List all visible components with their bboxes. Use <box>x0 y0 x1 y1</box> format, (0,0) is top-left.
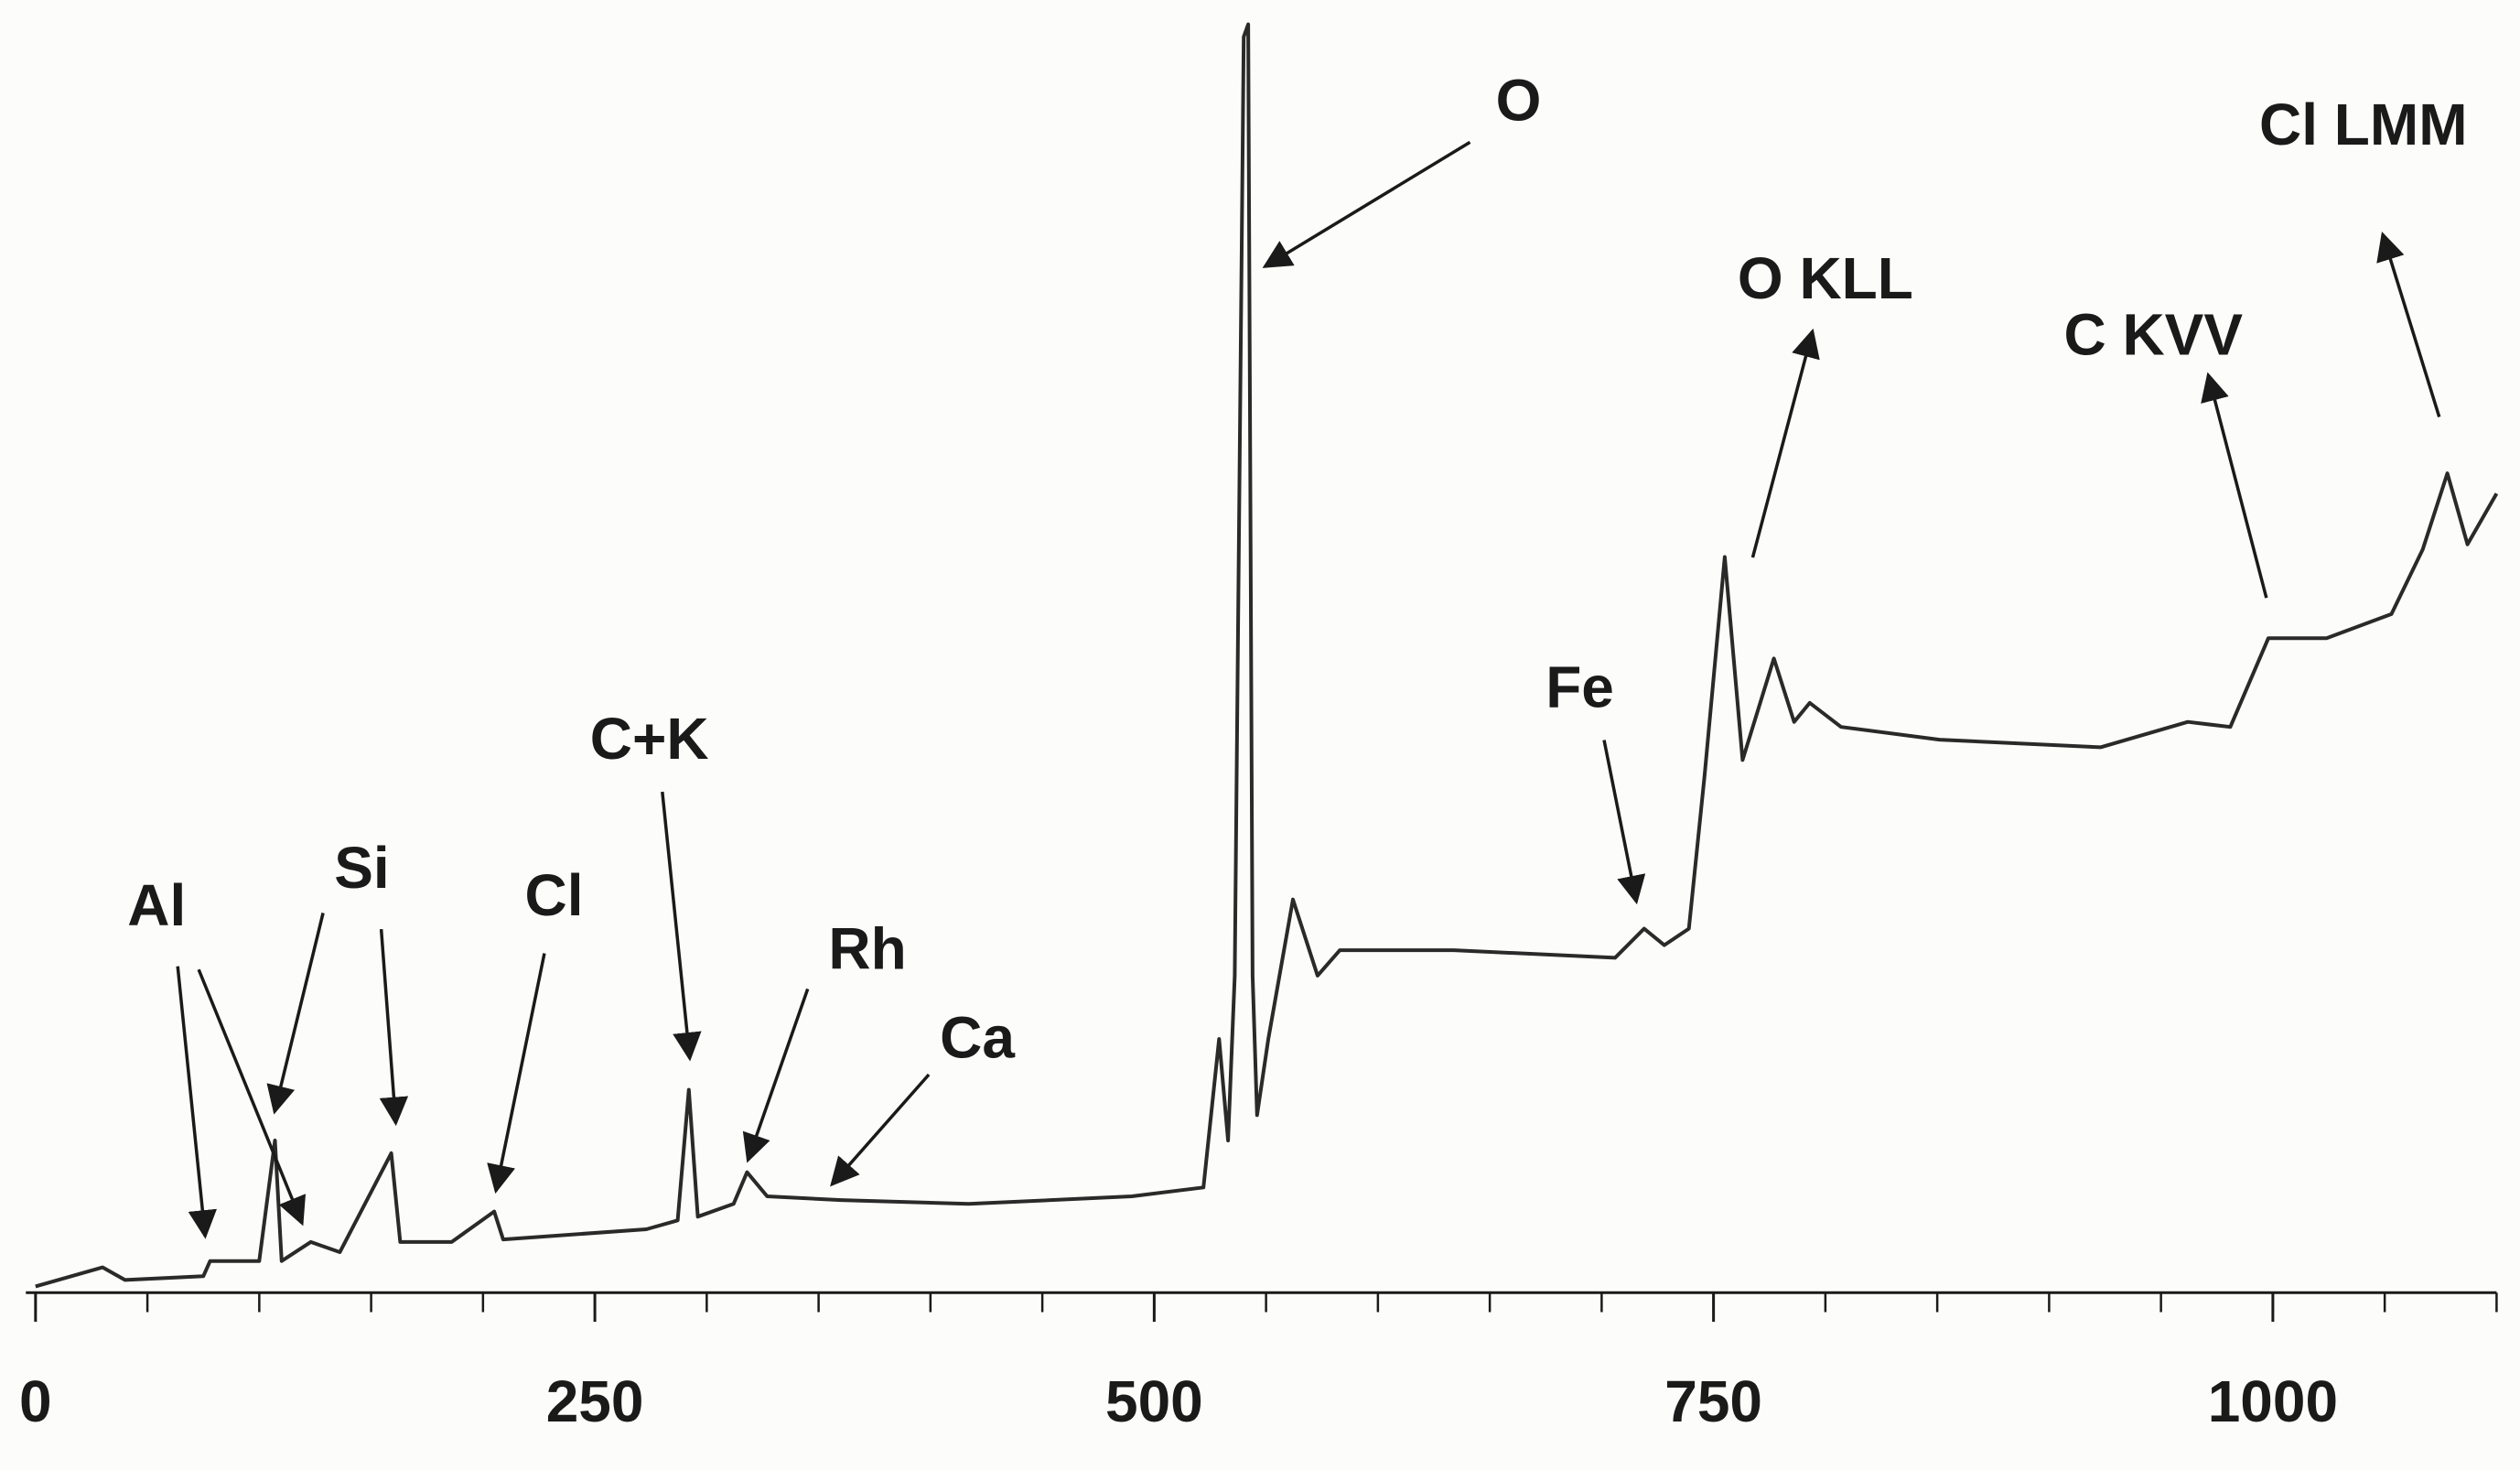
annotation-label: Fe <box>1545 654 1614 719</box>
annotation-label: Ca <box>940 1005 1015 1071</box>
x-tick-label: 250 <box>546 1368 644 1434</box>
annotation-label: Si <box>334 835 389 901</box>
annotation-label: Rh <box>828 915 906 981</box>
annotation-arrow <box>1602 740 1646 905</box>
annotation-arrow <box>197 968 307 1227</box>
annotation-arrow <box>742 988 810 1163</box>
annotation-arrow <box>379 928 409 1127</box>
annotation-label: C KVV <box>2063 302 2243 368</box>
annotation-arrow <box>1750 328 1820 558</box>
annotation-arrow <box>176 966 218 1239</box>
x-tick-label: 0 <box>19 1368 52 1434</box>
x-tick-label: 1000 <box>2208 1368 2338 1434</box>
annotation-arrow <box>1262 140 1471 268</box>
annotation-arrow <box>266 913 325 1115</box>
x-tick-label: 500 <box>1105 1368 1203 1434</box>
annotation-arrow <box>2201 372 2268 599</box>
annotation-label: Cl LMM <box>2259 92 2468 157</box>
annotation-arrow <box>661 791 702 1062</box>
annotation-arrow <box>487 953 546 1194</box>
annotation-arrow <box>2376 231 2441 417</box>
spectrum-line <box>35 22 2499 1289</box>
x-tick-label: 750 <box>1664 1368 1762 1434</box>
annotation-arrow <box>830 1073 931 1187</box>
annotation-label: O <box>1496 68 1542 134</box>
annotation-label: Cl <box>525 862 584 928</box>
annotation-label: C+K <box>590 706 709 772</box>
annotation-label: Al <box>127 872 186 938</box>
annotation-label: O KLL <box>1738 245 1913 311</box>
